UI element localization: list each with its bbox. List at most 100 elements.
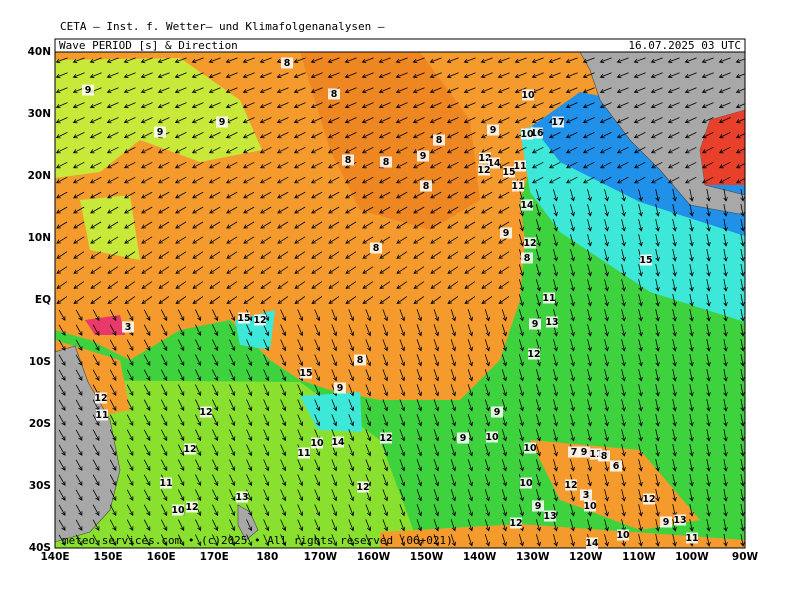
- longitude-label: 170W: [304, 551, 338, 563]
- map-label-box: [531, 127, 543, 139]
- map-label: 12: [523, 238, 536, 249]
- map-label: 12: [509, 518, 522, 529]
- map-label-box: [200, 406, 212, 418]
- latitude-label: 20S: [29, 418, 51, 430]
- map-label-box: [520, 477, 532, 489]
- latitude-label: 40S: [29, 542, 51, 554]
- latitude-label: 30N: [28, 108, 51, 120]
- map-label: 16: [530, 128, 544, 139]
- longitude-label: 130W: [516, 551, 550, 563]
- map-label: 12: [478, 153, 491, 164]
- map-label-box: [370, 242, 382, 254]
- map-label: 9: [532, 319, 539, 330]
- map-label-box: [184, 443, 196, 455]
- map-label: 13: [543, 511, 556, 522]
- map-label: 15: [502, 167, 515, 178]
- map-label-box: [95, 392, 107, 404]
- map-label-box: [160, 477, 172, 489]
- map-label: 15: [237, 313, 250, 324]
- map-label: 8: [383, 157, 390, 168]
- map-label-box: [586, 537, 598, 549]
- map-label: 8: [357, 355, 364, 366]
- map-label-box: [528, 348, 540, 360]
- longitude-label: 150E: [94, 551, 123, 563]
- map-label-box: [660, 516, 672, 528]
- map-label: 9: [490, 125, 497, 136]
- map-label: 9: [85, 85, 92, 96]
- map-label-box: [524, 237, 536, 249]
- map-label: 12: [199, 407, 212, 418]
- longitude-label: 170E: [200, 551, 229, 563]
- map-title: Wave PERIOD [s] & Direction: [59, 39, 238, 52]
- map-label: 9: [157, 127, 164, 138]
- map-label: 12: [477, 165, 490, 176]
- map-label: 8: [423, 181, 430, 192]
- map-label-box: [298, 447, 310, 459]
- longitude-label: 110W: [622, 551, 656, 563]
- map-label: 12: [527, 349, 540, 360]
- longitude-label: 140W: [463, 551, 497, 563]
- map-label-box: [488, 157, 500, 169]
- map-label: 12: [185, 502, 198, 513]
- latitude-label: EQ: [35, 294, 51, 306]
- map-label: 10: [310, 438, 324, 449]
- period-band: [80, 195, 140, 260]
- map-label: 10: [519, 478, 533, 489]
- map-label: 11: [685, 533, 698, 544]
- map-label-box: [521, 128, 533, 140]
- map-label: 11: [297, 448, 310, 459]
- institute-header: CETA — Inst. f. Wetter— und Klimafolgena…: [60, 20, 385, 33]
- map-label: 17: [551, 117, 564, 128]
- land: [55, 345, 121, 543]
- map-label-box: [122, 321, 134, 333]
- map-label-box: [640, 254, 652, 266]
- map-label-box: [328, 88, 340, 100]
- period-band: [55, 58, 262, 178]
- map-label-box: [186, 501, 198, 513]
- map-label: 3: [125, 322, 132, 333]
- map-label: 12: [564, 480, 577, 491]
- map-label-box: [486, 431, 498, 443]
- map-label-box: [510, 517, 522, 529]
- map-label-box: [522, 89, 534, 101]
- map-label-box: [610, 460, 622, 472]
- map-label-box: [580, 489, 592, 501]
- map-label: 14: [331, 437, 345, 448]
- map-label: 8: [284, 58, 291, 69]
- map-label: 13: [235, 492, 248, 503]
- map-label: 11: [513, 161, 526, 172]
- map-label-box: [617, 529, 629, 541]
- map-label-box: [380, 156, 392, 168]
- map-label-box: [529, 318, 541, 330]
- map-label: 10: [171, 505, 185, 516]
- map-label: 9: [581, 447, 588, 458]
- map-label-box: [500, 227, 512, 239]
- map-label-box: [546, 316, 558, 328]
- map-label: 12: [94, 393, 107, 404]
- map-label-box: [512, 180, 524, 192]
- map-label: 10: [616, 530, 630, 541]
- map-label-box: [417, 150, 429, 162]
- map-label: 13: [545, 317, 558, 328]
- map-label: 9: [535, 501, 542, 512]
- map-label: 14: [520, 200, 534, 211]
- map-label-box: [479, 152, 491, 164]
- map-label-box: [565, 479, 577, 491]
- map-label: 12: [183, 444, 196, 455]
- map-label: 11: [511, 181, 524, 192]
- longitude-label: 90W: [732, 551, 759, 563]
- map-label-box: [420, 180, 432, 192]
- map-label: 8: [436, 135, 443, 146]
- map-label: 11: [542, 293, 555, 304]
- map-label: 9: [420, 151, 427, 162]
- map-label: 10: [520, 129, 534, 140]
- map-label-box: [514, 160, 526, 172]
- map-label-box: [236, 491, 248, 503]
- period-band: [700, 110, 745, 185]
- map-label: 8: [345, 155, 352, 166]
- map-label-box: [457, 432, 469, 444]
- longitude-label: 160E: [147, 551, 176, 563]
- map-label-box: [544, 510, 556, 522]
- map-frame: [54, 51, 746, 549]
- map-label-box: [487, 124, 499, 136]
